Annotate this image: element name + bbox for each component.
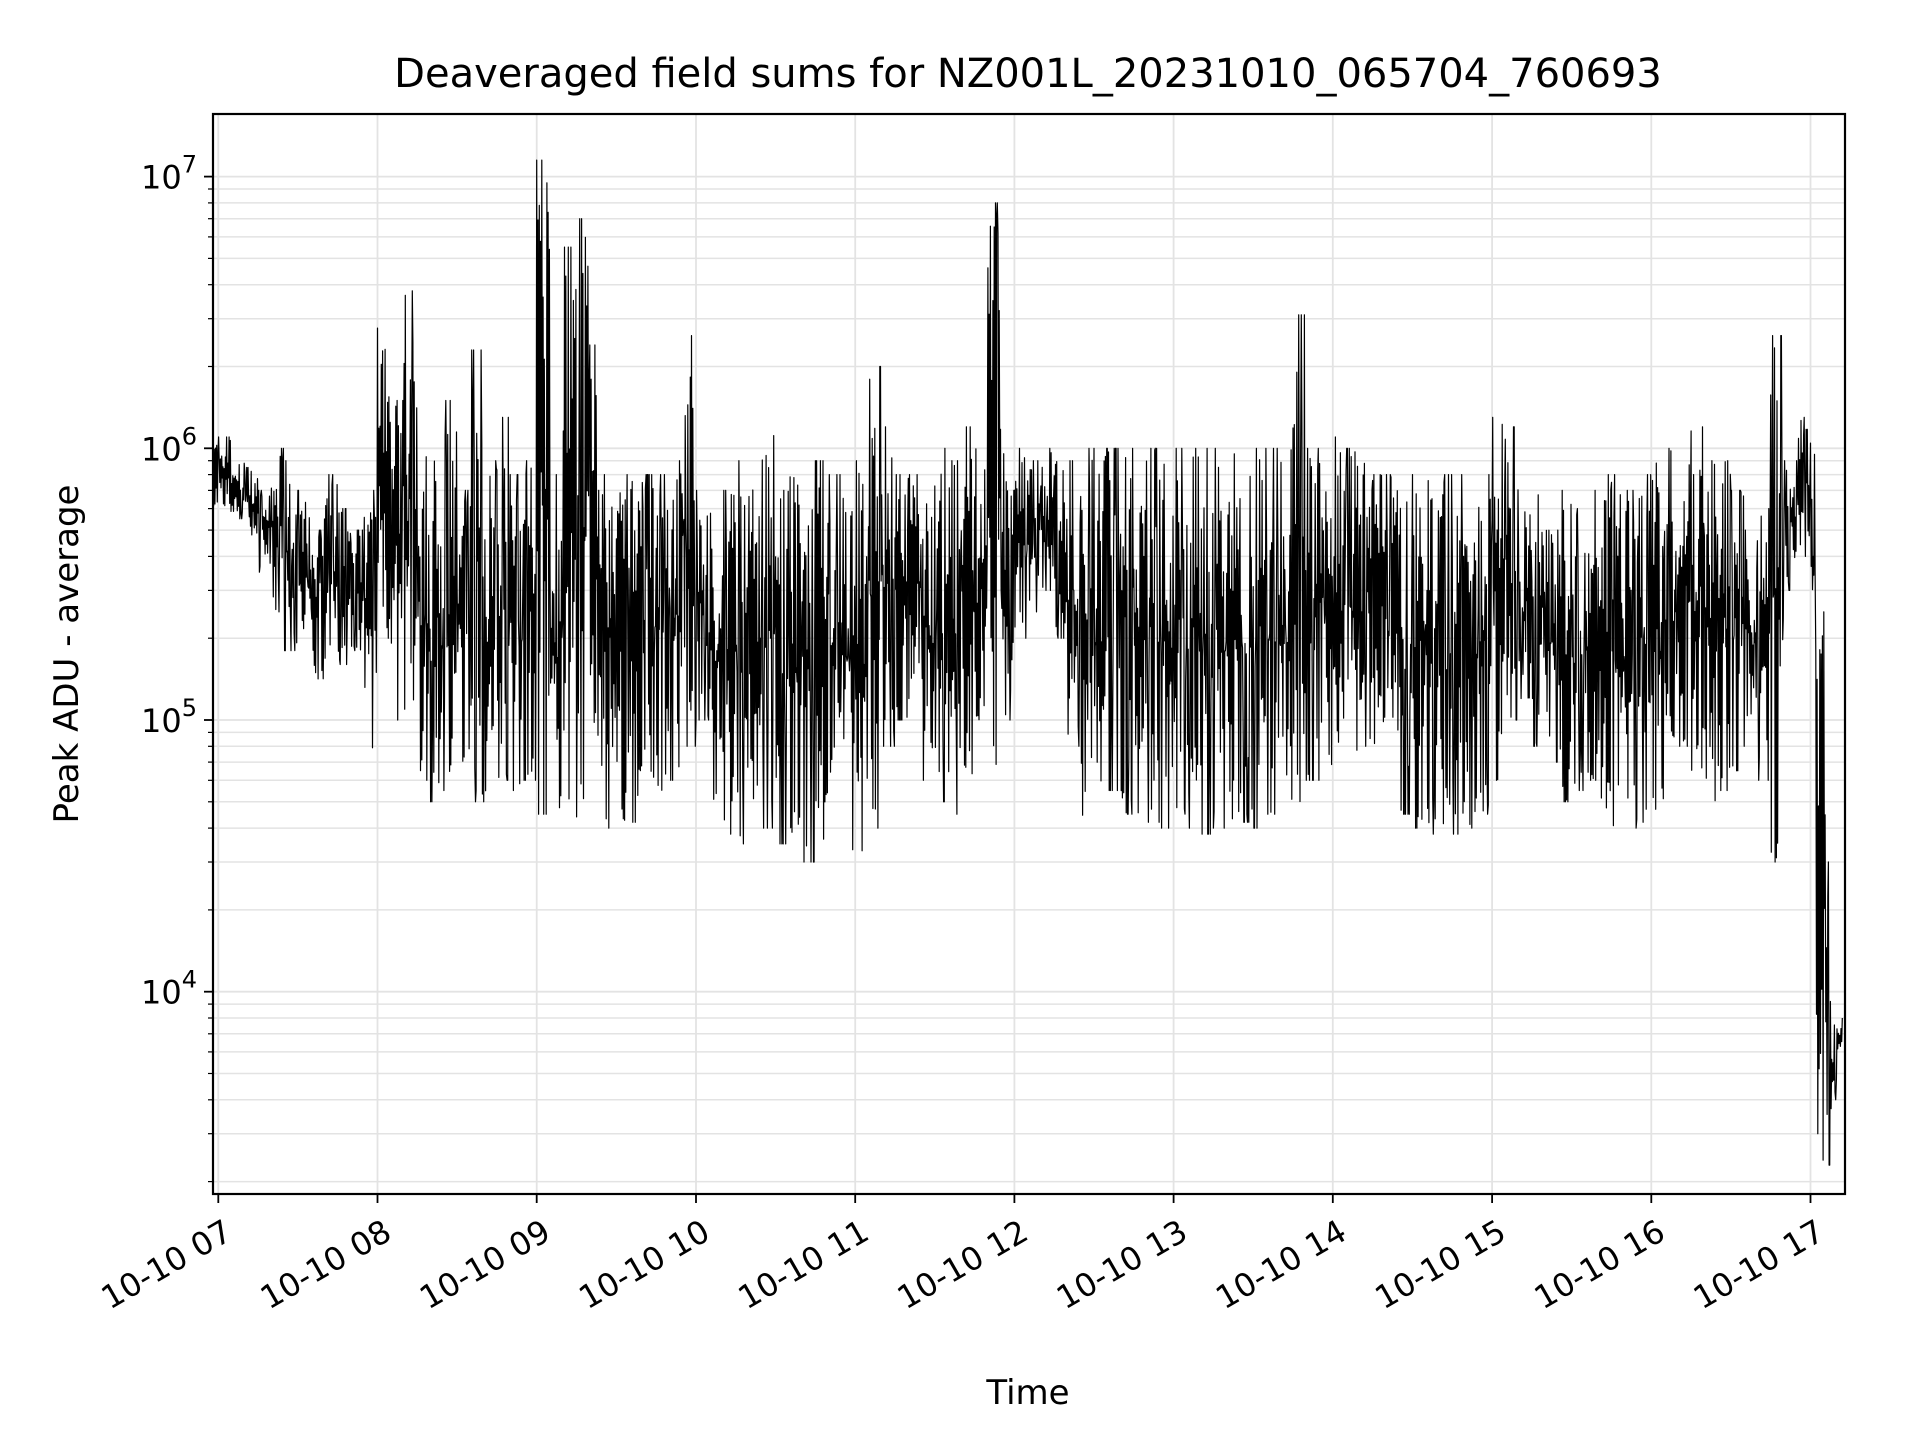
y-axis-label: Peak ADU - average bbox=[47, 485, 87, 824]
y-tick-label: 106 bbox=[141, 422, 197, 468]
y-tick-base: 10 bbox=[141, 702, 182, 740]
y-tick-exponent: 4 bbox=[182, 966, 197, 994]
plot-area-frame bbox=[211, 112, 1847, 1196]
series-line bbox=[213, 159, 1843, 1166]
x-axis-label: Time bbox=[985, 1373, 1069, 1413]
chart-title: Deaveraged field sums for NZ001L_2023101… bbox=[394, 51, 1662, 97]
y-tick-exponent: 5 bbox=[182, 694, 197, 722]
y-tick-base: 10 bbox=[141, 159, 182, 197]
y-tick-base: 10 bbox=[141, 430, 182, 468]
y-tick-exponent: 7 bbox=[182, 151, 197, 179]
y-tick-label: 107 bbox=[141, 151, 197, 197]
y-tick-exponent: 6 bbox=[182, 422, 197, 450]
plot-series bbox=[213, 159, 1843, 1166]
y-tick-base: 10 bbox=[141, 974, 182, 1012]
y-tick-label: 104 bbox=[141, 966, 197, 1012]
y-tick-label: 105 bbox=[141, 694, 197, 740]
